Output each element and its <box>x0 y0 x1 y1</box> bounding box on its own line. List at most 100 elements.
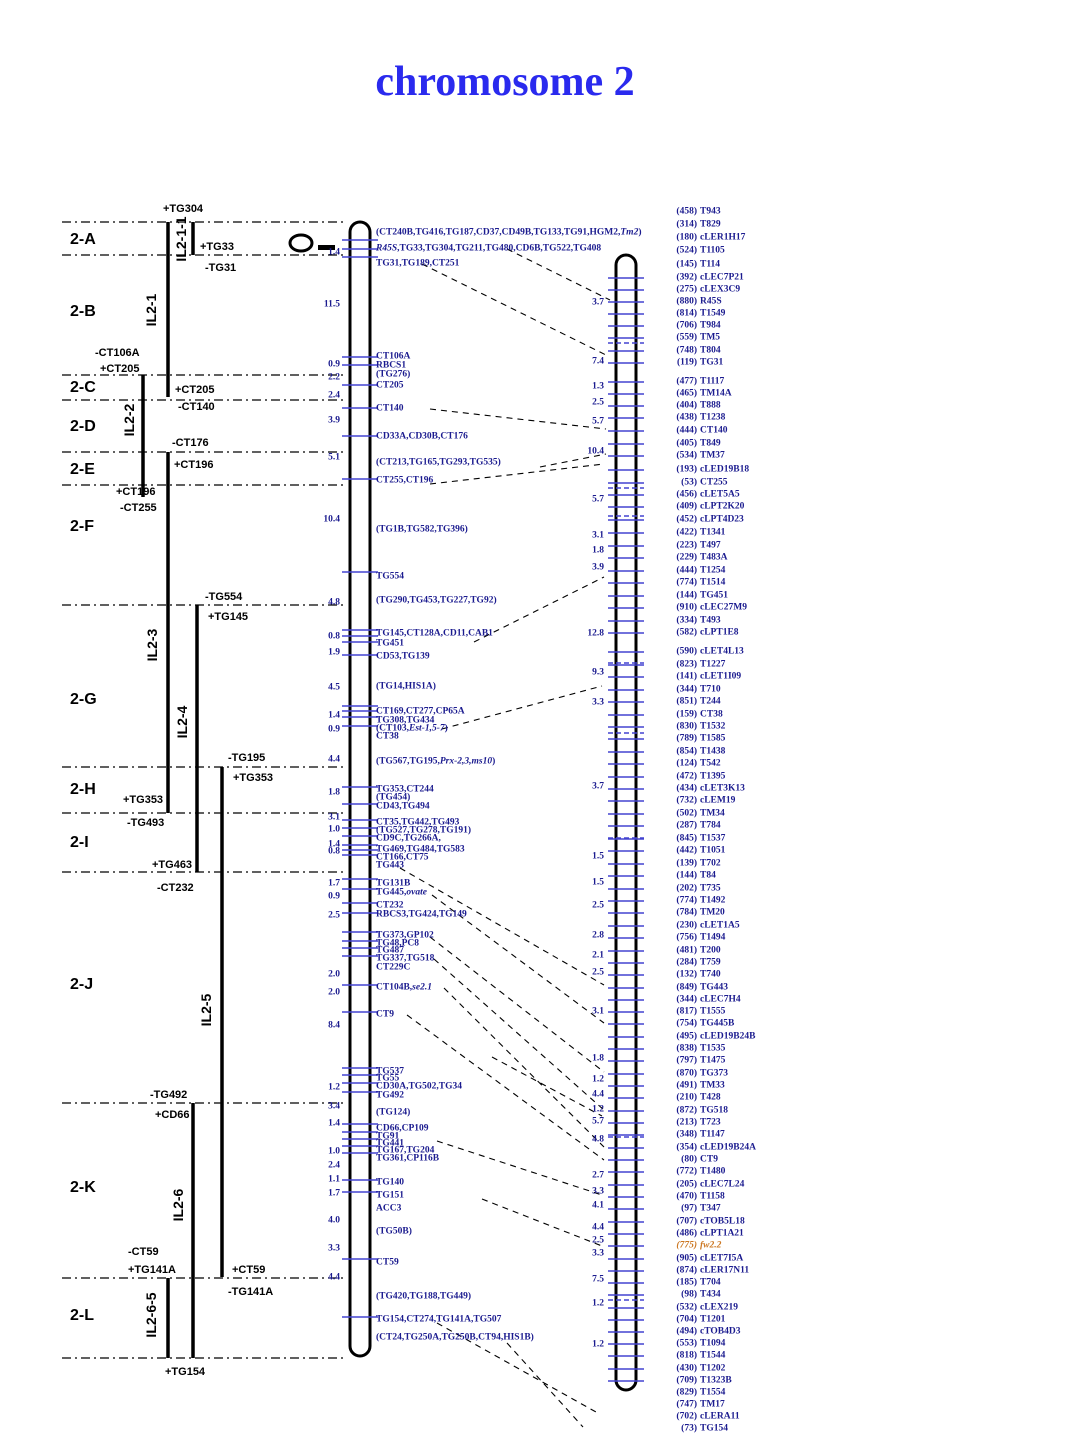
clone-position-value: (314) <box>676 219 697 230</box>
clone-name: TG373 <box>700 1068 728 1079</box>
clone-name: TM20 <box>700 907 725 918</box>
clone-name: T347 <box>700 1203 721 1214</box>
clone-label: (477) T1117 <box>645 377 724 387</box>
clone-name: T1051 <box>700 845 726 856</box>
clone-label: (124) T542 <box>645 759 720 769</box>
clone-position-value: (797) <box>676 1055 697 1066</box>
clone-position-value: (444) <box>676 565 697 576</box>
clone-name: cLED19B24B <box>700 1031 756 1042</box>
distance-label: 4.4 <box>592 1089 604 1100</box>
clone-position-value: (709) <box>676 1375 697 1386</box>
clone-name: T1514 <box>700 577 726 588</box>
distance-label: 3.1 <box>592 1006 604 1017</box>
clone-position-value: (532) <box>676 1302 697 1313</box>
clone-position-value: (814) <box>676 308 697 319</box>
distance-label: 3.3 <box>592 697 604 708</box>
il-bar-label: IL2-6 <box>170 1188 186 1222</box>
marker-label: TG443 <box>376 860 404 871</box>
clone-name: TG443 <box>700 982 728 993</box>
clone-name: T1475 <box>700 1055 726 1066</box>
clone-position-value: (823) <box>676 659 697 670</box>
clone-position-value: (230) <box>676 920 697 931</box>
bin-label: 2-F <box>70 518 94 535</box>
boundary-marker-label: -TG141A <box>228 1286 274 1298</box>
clone-position-value: (905) <box>676 1253 697 1264</box>
marker-label: CT229C <box>376 962 411 973</box>
clone-name: T434 <box>700 1289 721 1300</box>
distance-label: 0.8 <box>328 631 340 642</box>
clone-name: T1158 <box>700 1191 725 1202</box>
clone-position-value: (830) <box>676 721 697 732</box>
clone-position-value: (287) <box>676 820 697 831</box>
distance-label: 2.5 <box>592 397 604 408</box>
clone-label: (747) TM17 <box>645 1400 724 1410</box>
distance-label: 2.7 <box>592 1170 604 1181</box>
clone-name: TM34 <box>700 808 725 819</box>
clone-name: cLET7I5A <box>700 1253 744 1264</box>
clone-name: T710 <box>700 684 721 695</box>
clone-name: cLET1I09 <box>700 671 742 682</box>
marker-label: CT104B,se2.1 <box>376 982 432 993</box>
clone-position-value: (732) <box>676 795 697 806</box>
distance-label: 3.7 <box>592 297 604 308</box>
clone-position-value: (193) <box>676 464 697 475</box>
clone-position-value: (784) <box>676 907 697 918</box>
marker-label: CT166,CT75 <box>376 852 429 863</box>
marker-label: TG167,TG204 <box>376 1145 435 1156</box>
page-title: chromosome 2 <box>375 59 635 105</box>
boundary-marker-label: -TG493 <box>127 817 165 829</box>
clone-label: (444) CT140 <box>645 426 727 436</box>
clone-name: cLEX219 <box>700 1302 738 1313</box>
clone-name: TG31 <box>700 357 724 368</box>
distance-label: 11.5 <box>323 299 340 310</box>
clone-label: (854) T1438 <box>645 747 725 757</box>
clone-position-value: (582) <box>676 627 697 638</box>
clone-position-value: (180) <box>676 232 697 243</box>
clone-label: (524) T1105 <box>645 246 724 256</box>
clone-name: T493 <box>700 615 721 626</box>
clone-name: TM5 <box>700 332 721 343</box>
clone-position-value: (458) <box>676 206 697 217</box>
clone-position-value: (344) <box>676 994 697 1005</box>
marker-label: CD43,TG494 <box>376 801 430 812</box>
clone-label: (442) T1051 <box>645 846 725 856</box>
clone-position-value: (53) <box>681 477 697 488</box>
marker-label: TG353,CT244 <box>376 784 434 795</box>
clone-name: T849 <box>700 438 721 449</box>
clone-label: (141) cLET1I09 <box>645 672 741 682</box>
boundary-marker-label: -TG195 <box>228 752 266 764</box>
clone-position-value: (706) <box>676 320 697 331</box>
clone-name: cLEC7H4 <box>700 994 741 1005</box>
clone-name: TG518 <box>700 1105 728 1116</box>
homology-connector <box>436 1322 597 1413</box>
clone-position-value: (707) <box>676 1216 697 1227</box>
il-bar-label: IL2-5 <box>198 993 214 1027</box>
boundary-marker-label: +CT196 <box>174 459 214 471</box>
distance-label: 2.5 <box>328 910 340 921</box>
clone-name: T114 <box>700 259 721 270</box>
bin-label: 2-G <box>70 691 97 708</box>
clone-label: (422) T1341 <box>645 528 725 538</box>
clone-label: (754) TG445B <box>645 1019 734 1029</box>
clone-position-value: (119) <box>676 357 697 368</box>
clone-position-value: (774) <box>676 577 697 588</box>
marker-label: CD30A,TG502,TG34 <box>376 1081 463 1092</box>
homology-connector <box>406 1014 605 1161</box>
clone-name: T1535 <box>700 1043 726 1054</box>
distance-label: 2.0 <box>328 987 340 998</box>
marker-label: (CT103,Est-1,5-7) <box>376 723 448 734</box>
clone-label: (818) T1544 <box>645 1351 725 1361</box>
clone-label: (775) fw2.2 <box>645 1241 721 1251</box>
clone-label: (144) TG451 <box>645 591 728 601</box>
clone-position-value: (870) <box>676 1068 697 1079</box>
clone-name: T829 <box>700 219 721 230</box>
clone-name: T1555 <box>700 1006 726 1017</box>
clone-name: T1544 <box>700 1350 726 1361</box>
clone-position-value: (275) <box>676 284 697 295</box>
clone-label: (210) T428 <box>645 1093 720 1103</box>
marker-label: TG441 <box>376 1138 404 1149</box>
clone-position-value: (748) <box>676 345 697 356</box>
clone-label: (465) TM14A <box>645 389 731 399</box>
marker-label: CT106A <box>376 351 411 362</box>
marker-label: CT9 <box>376 1009 394 1020</box>
